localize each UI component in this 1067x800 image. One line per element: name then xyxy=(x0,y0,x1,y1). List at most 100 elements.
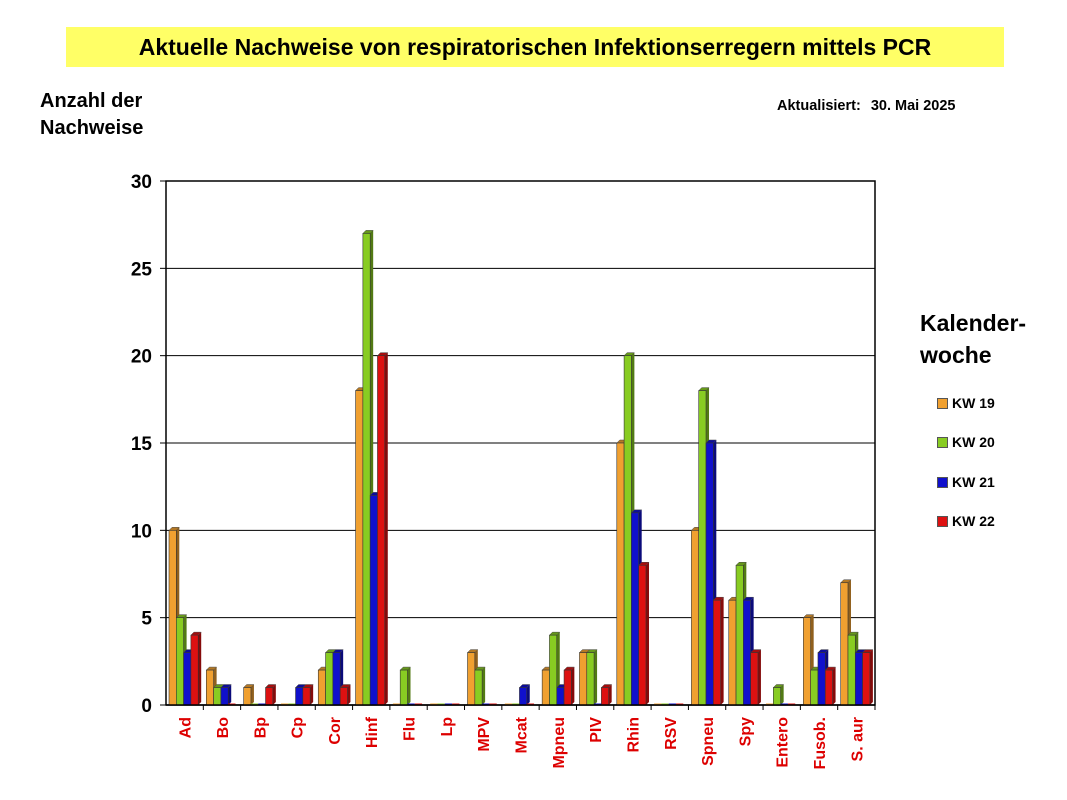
bar-side xyxy=(310,684,314,705)
y-axis-label-line1: Anzahl der xyxy=(40,90,143,112)
bar-kw19 xyxy=(541,669,550,706)
x-tick-label: Hinf xyxy=(364,716,381,748)
y-tick-label: 0 xyxy=(141,696,152,717)
x-tick-label: Mcat xyxy=(514,716,531,753)
bar-side xyxy=(757,649,761,705)
legend-swatch-kw19 xyxy=(937,397,948,409)
x-tick-label: Cp xyxy=(290,717,307,739)
bar-kw21 xyxy=(183,652,192,706)
x-tick-label: MPV xyxy=(476,717,493,752)
x-tick-label: Mpneu xyxy=(551,717,568,769)
bar-side xyxy=(272,684,276,705)
bar-kw22 xyxy=(190,634,199,706)
x-tick-label: S. aur xyxy=(849,717,866,761)
legend-swatch-kw20 xyxy=(937,436,948,448)
bar-kw19 xyxy=(355,390,364,706)
bar-kw20 xyxy=(698,390,707,706)
legend-label-kw20: KW 20 xyxy=(952,434,995,450)
bar-side xyxy=(571,667,575,705)
bar-kw19 xyxy=(317,669,326,706)
bar-kw22 xyxy=(601,687,609,706)
bar-kw19 xyxy=(467,652,476,706)
bar-kw20 xyxy=(810,669,819,706)
updated-label: Aktualisiert: xyxy=(777,98,861,114)
bar-kw20 xyxy=(735,564,744,706)
bar-kw21 xyxy=(556,687,565,706)
y-tick-label: 20 xyxy=(131,347,152,368)
bar-side xyxy=(645,562,649,705)
bar-side xyxy=(832,667,836,705)
bar-kw19 xyxy=(616,442,625,706)
bar-side xyxy=(482,667,486,705)
bar-side xyxy=(407,667,411,705)
bar-kw20 xyxy=(399,669,408,706)
bar-side xyxy=(250,684,254,705)
legend-item-kw22: KW 22 xyxy=(937,513,995,529)
bar-kw20 xyxy=(773,687,781,706)
bar-side xyxy=(780,684,784,705)
legend-label-kw19: KW 19 xyxy=(952,395,995,411)
bar-kw19 xyxy=(803,617,811,706)
x-tick-label: Flu xyxy=(402,717,419,741)
updated-date: 30. Mai 2025 xyxy=(870,98,956,114)
y-axis-label: Anzahl der Nachweise xyxy=(40,88,143,142)
bar-kw21 xyxy=(295,687,304,706)
bar-kw21 xyxy=(631,512,639,706)
legend-item-kw20: KW 20 xyxy=(937,434,995,450)
legend-title-line1: Kalender- xyxy=(920,310,1027,336)
bar-kw19 xyxy=(579,652,588,706)
x-tick-label: Spy xyxy=(737,717,754,746)
bar-kw22 xyxy=(750,652,759,706)
bar-kw21 xyxy=(519,687,528,706)
bar-kw21 xyxy=(220,687,229,706)
x-tick-label: Bp xyxy=(252,717,269,739)
x-tick-label: Rhin xyxy=(625,717,642,753)
bar-kw22 xyxy=(302,687,311,706)
bar-kw20 xyxy=(549,634,558,706)
bar-kw19 xyxy=(728,599,737,706)
y-tick-label: 25 xyxy=(131,259,153,280)
bar-side xyxy=(869,649,873,705)
bar-kw20 xyxy=(474,669,483,706)
y-tick-label: 15 xyxy=(131,434,153,455)
x-tick-label: Bo xyxy=(215,717,232,739)
bar-kw22 xyxy=(824,669,833,706)
bar-side xyxy=(720,597,724,705)
y-tick-label: 5 xyxy=(141,609,152,630)
bar-kw21 xyxy=(854,652,863,706)
bar-kw22 xyxy=(713,599,721,706)
bar-side xyxy=(608,684,612,705)
x-tick-label: Entero xyxy=(775,717,792,768)
chart-title: Aktuelle Nachweise von respiratorischen … xyxy=(66,27,1004,67)
legend-label-kw21: KW 21 xyxy=(952,474,995,490)
bar-side xyxy=(347,684,351,705)
bar-kw20 xyxy=(213,687,222,706)
bar-side xyxy=(228,684,232,705)
x-tick-label: Fusob. xyxy=(812,717,829,769)
legend-title-line2: woche xyxy=(920,342,992,368)
bar-kw22 xyxy=(339,687,348,706)
bar-kw19 xyxy=(206,669,214,706)
legend-swatch-kw22 xyxy=(937,515,948,527)
x-tick-label: Cor xyxy=(327,717,344,745)
bar-kw19 xyxy=(691,530,700,706)
legend-item-kw19: KW 19 xyxy=(937,395,995,411)
updated-note: Aktualisiert: 30. Mai 2025 xyxy=(777,98,962,114)
bar-kw21 xyxy=(332,652,341,706)
bar-kw20 xyxy=(362,233,371,706)
bar-kw22 xyxy=(377,355,386,706)
bar-kw22 xyxy=(638,564,647,706)
x-tick-label: Lp xyxy=(439,717,456,737)
bar-kw21 xyxy=(705,442,714,706)
bar-side xyxy=(594,649,598,705)
bar-kw22 xyxy=(265,687,274,706)
bar-kw19 xyxy=(840,582,849,706)
legend-swatch-kw21 xyxy=(937,476,948,488)
legend-title: Kalender- woche xyxy=(920,307,1026,371)
legend-label-kw22: KW 22 xyxy=(952,513,995,529)
x-tick-label: Spneu xyxy=(700,717,717,766)
x-tick-label: PIV xyxy=(588,717,605,743)
bar-kw22 xyxy=(563,669,572,706)
bar-kw20 xyxy=(847,634,856,706)
